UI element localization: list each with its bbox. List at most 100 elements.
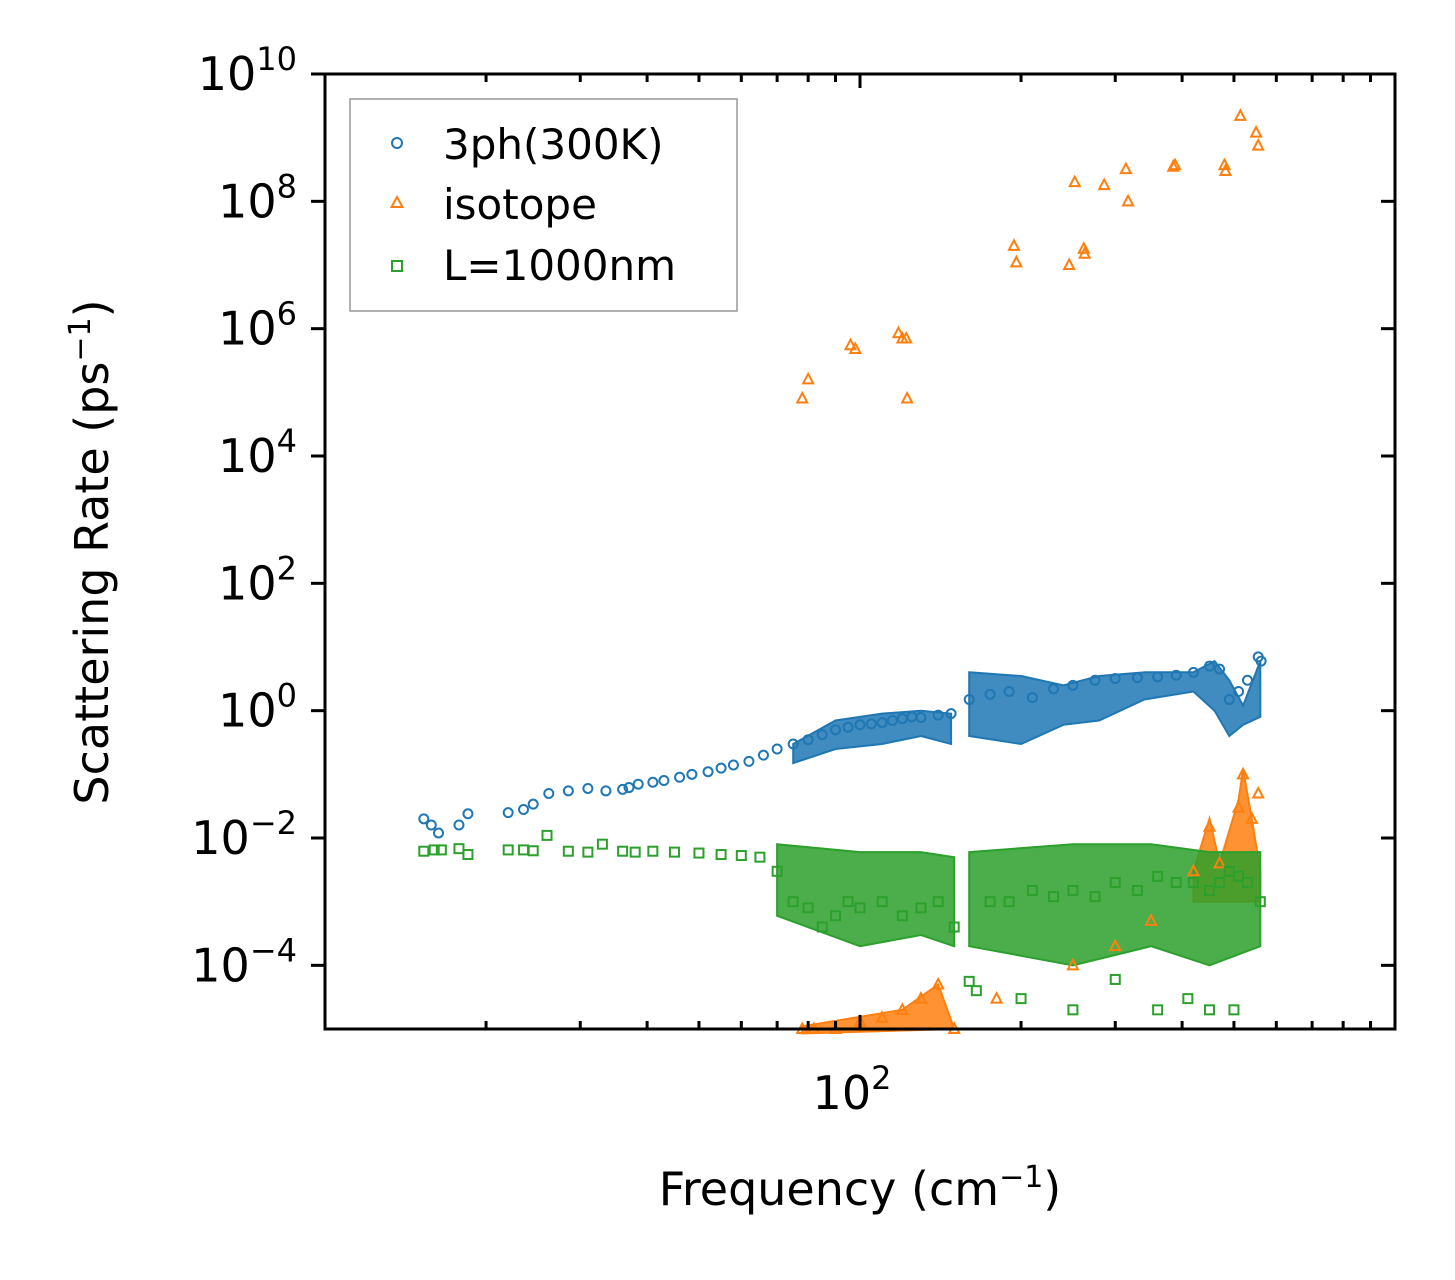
- point-0-54: [1233, 686, 1245, 698]
- point-0-11: [600, 785, 612, 797]
- y-tick-label-exp: 0: [277, 677, 297, 715]
- point-0-21: [727, 759, 739, 771]
- point-2-30: [932, 896, 944, 908]
- point-1-10: [1062, 257, 1076, 270]
- y-tick-label-base: 10: [218, 302, 277, 356]
- point-1-0: [795, 390, 809, 404]
- point-2-43: [1187, 877, 1199, 889]
- y-tick-label: 10−2: [191, 804, 297, 865]
- y-tick-label-exp: −2: [250, 804, 297, 842]
- point-1-8: [1007, 238, 1021, 251]
- point-0-41: [1003, 686, 1015, 698]
- point-2-2: [435, 844, 447, 856]
- point-2-32: [963, 975, 975, 987]
- point-0-15: [647, 776, 659, 788]
- point-2-21: [787, 896, 799, 908]
- y-tick-label-exp: −4: [250, 931, 297, 969]
- legend: 3ph(300K) isotope L=1000nm: [349, 98, 738, 312]
- point-0-12: [617, 783, 629, 795]
- y-tick-label: 104: [218, 422, 297, 483]
- point-0-25: [787, 738, 799, 750]
- point-2-4: [462, 849, 474, 861]
- point-0-52: [1214, 663, 1226, 675]
- point-1-16: [1121, 193, 1135, 207]
- point-1-12: [1077, 241, 1091, 254]
- point-1-30: [914, 990, 928, 1004]
- point-0-38: [945, 708, 957, 720]
- point-0-33: [886, 715, 898, 727]
- point-2-36: [1048, 891, 1060, 903]
- x-tick-label-base: 10: [813, 1066, 872, 1120]
- point-2-5: [502, 844, 514, 856]
- point-0-5: [502, 807, 514, 819]
- point-2-6: [518, 844, 530, 856]
- y-tick-label-base: 10: [191, 811, 250, 865]
- point-2-55: [1182, 993, 1194, 1005]
- point-0-39: [963, 693, 975, 705]
- x-axis-title-close: ): [1043, 1162, 1061, 1216]
- axis-ticks: [311, 72, 1397, 1029]
- point-0-29: [842, 721, 854, 733]
- point-1-35: [1108, 938, 1122, 952]
- point-1-43: [1251, 785, 1265, 799]
- point-2-9: [562, 845, 574, 857]
- point-0-8: [543, 787, 555, 799]
- point-0-1: [425, 819, 437, 831]
- point-1-40: [1231, 799, 1246, 813]
- point-1-34: [1066, 957, 1080, 971]
- y-axis-title: Scattering Rate (ps−1): [63, 299, 119, 804]
- point-2-17: [715, 849, 727, 861]
- dense-band-5: [968, 843, 1262, 967]
- point-0-16: [658, 775, 670, 787]
- legend-marker-3ph: [391, 137, 403, 149]
- point-0-30: [854, 719, 866, 731]
- point-1-4: [891, 325, 906, 339]
- x-axis-title-base: Frequency (cm: [659, 1162, 999, 1216]
- point-2-57: [1228, 1004, 1240, 1016]
- point-2-42: [1170, 877, 1182, 889]
- y-axis-title-base: Scattering Rate (ps: [65, 362, 119, 805]
- point-2-33: [984, 896, 996, 908]
- point-2-25: [842, 896, 854, 908]
- point-2-47: [1233, 870, 1245, 882]
- point-0-4: [462, 808, 474, 820]
- point-2-18: [735, 850, 747, 862]
- point-2-0: [418, 845, 430, 857]
- point-1-1: [801, 371, 815, 385]
- point-0-51: [1203, 660, 1215, 672]
- point-0-57: [1255, 655, 1267, 667]
- point-1-33: [989, 990, 1004, 1004]
- point-1-29: [895, 1002, 910, 1015]
- point-0-0: [418, 813, 430, 825]
- y-tick-label-base: 10: [218, 429, 277, 483]
- point-2-38: [1089, 891, 1101, 903]
- point-0-48: [1152, 671, 1164, 683]
- point-2-45: [1214, 877, 1226, 889]
- x-tick-label-exp: 2: [871, 1059, 891, 1097]
- point-2-39: [1109, 877, 1121, 889]
- point-1-2: [843, 337, 858, 351]
- point-0-47: [1131, 672, 1143, 684]
- point-2-54: [1152, 1004, 1164, 1016]
- point-0-32: [876, 717, 888, 729]
- point-0-45: [1089, 674, 1101, 686]
- point-0-9: [562, 785, 574, 797]
- point-2-14: [647, 845, 659, 857]
- y-tick-label-base: 10: [198, 47, 257, 101]
- point-0-20: [715, 762, 727, 774]
- point-0-13: [623, 782, 635, 794]
- point-2-53: [1109, 973, 1121, 985]
- point-1-20: [1218, 163, 1233, 176]
- y-tick-label: 100: [218, 677, 297, 738]
- point-2-28: [896, 910, 908, 922]
- y-tick-label-exp: 2: [277, 549, 297, 587]
- point-0-27: [816, 729, 828, 741]
- point-2-22: [802, 902, 814, 914]
- point-2-16: [693, 847, 705, 859]
- point-0-6: [518, 804, 530, 816]
- point-2-31: [948, 921, 960, 933]
- point-2-34: [1003, 896, 1015, 908]
- y-tick-label-base: 10: [218, 684, 277, 738]
- point-2-26: [854, 902, 866, 914]
